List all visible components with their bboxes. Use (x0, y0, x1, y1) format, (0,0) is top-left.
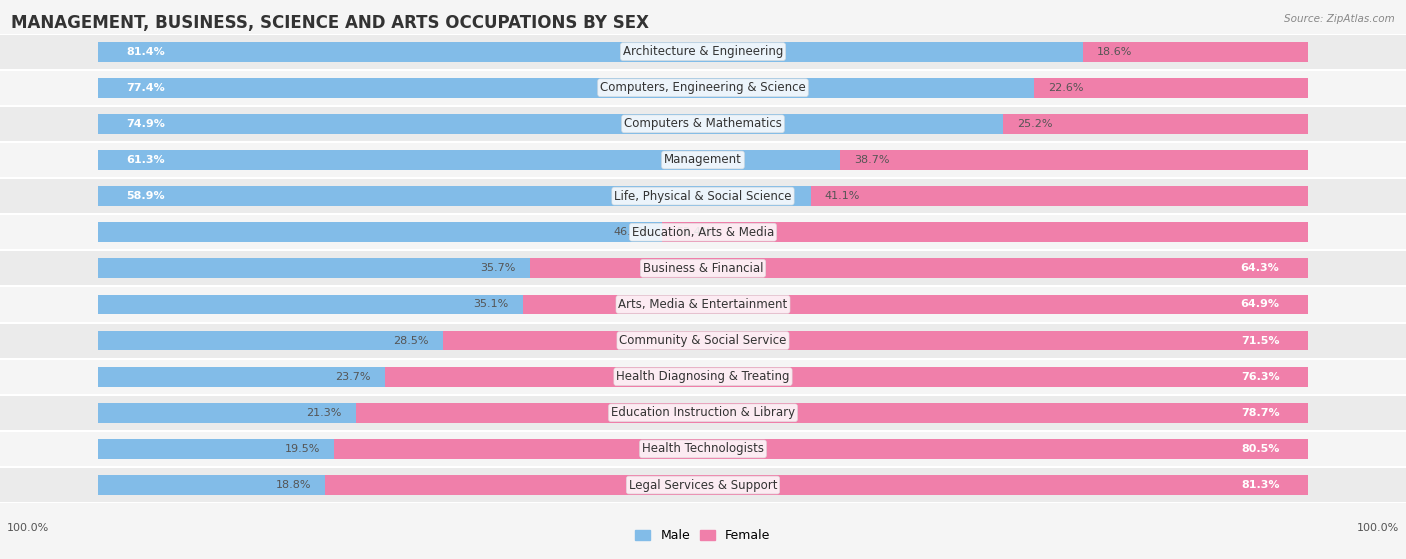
Text: 25.2%: 25.2% (1017, 119, 1053, 129)
Text: 53.4%: 53.4% (676, 227, 711, 237)
Text: 35.7%: 35.7% (481, 263, 516, 273)
Bar (0, 34, 1406, 70)
Bar (325, 475, 1308, 495)
Bar (98, 295, 523, 314)
Text: 19.5%: 19.5% (285, 444, 321, 454)
Bar (98, 403, 356, 423)
Bar (335, 439, 1308, 459)
Bar (811, 186, 1308, 206)
Bar (356, 403, 1308, 423)
Bar (0, 142, 1406, 178)
Bar (523, 295, 1308, 314)
Text: 38.7%: 38.7% (853, 155, 889, 165)
Text: 81.4%: 81.4% (127, 46, 166, 56)
Text: 61.3%: 61.3% (127, 155, 165, 165)
Text: 81.3%: 81.3% (1241, 480, 1279, 490)
Text: 80.5%: 80.5% (1241, 444, 1279, 454)
Bar (385, 367, 1308, 387)
Text: 77.4%: 77.4% (127, 83, 166, 93)
Text: 23.7%: 23.7% (336, 372, 371, 382)
Bar (98, 78, 1035, 98)
Text: 71.5%: 71.5% (1241, 335, 1279, 345)
Text: Business & Financial: Business & Financial (643, 262, 763, 275)
Bar (98, 367, 385, 387)
Bar (662, 222, 1308, 242)
Bar (0, 214, 1406, 250)
Bar (0, 323, 1406, 359)
Text: 76.3%: 76.3% (1241, 372, 1279, 382)
Bar (839, 150, 1308, 170)
Bar (98, 475, 326, 495)
Text: Life, Physical & Social Science: Life, Physical & Social Science (614, 190, 792, 202)
Text: Computers, Engineering & Science: Computers, Engineering & Science (600, 81, 806, 94)
Text: 35.1%: 35.1% (474, 300, 509, 310)
Bar (1035, 78, 1308, 98)
Text: 21.3%: 21.3% (307, 408, 342, 418)
Bar (98, 222, 664, 242)
Text: 100.0%: 100.0% (1357, 523, 1399, 533)
Text: Community & Social Service: Community & Social Service (619, 334, 787, 347)
Bar (98, 439, 335, 459)
Text: Legal Services & Support: Legal Services & Support (628, 479, 778, 491)
Text: 41.1%: 41.1% (825, 191, 860, 201)
Text: Arts, Media & Entertainment: Arts, Media & Entertainment (619, 298, 787, 311)
Bar (98, 114, 1004, 134)
Text: 18.6%: 18.6% (1097, 46, 1132, 56)
Text: 78.7%: 78.7% (1241, 408, 1279, 418)
Bar (98, 258, 530, 278)
Bar (98, 186, 811, 206)
Text: 18.8%: 18.8% (276, 480, 312, 490)
Text: Architecture & Engineering: Architecture & Engineering (623, 45, 783, 58)
Text: Education, Arts & Media: Education, Arts & Media (631, 226, 775, 239)
Text: Health Technologists: Health Technologists (643, 442, 763, 456)
Bar (530, 258, 1308, 278)
Bar (0, 395, 1406, 431)
Bar (0, 106, 1406, 142)
Bar (0, 250, 1406, 286)
Bar (0, 467, 1406, 503)
Text: 100.0%: 100.0% (7, 523, 49, 533)
Text: Computers & Mathematics: Computers & Mathematics (624, 117, 782, 130)
Text: Education Instruction & Library: Education Instruction & Library (612, 406, 794, 419)
Bar (1002, 114, 1308, 134)
Bar (443, 330, 1308, 350)
Bar (0, 178, 1406, 214)
Bar (98, 150, 839, 170)
Text: 58.9%: 58.9% (127, 191, 165, 201)
Bar (0, 359, 1406, 395)
Text: Management: Management (664, 154, 742, 167)
Text: Source: ZipAtlas.com: Source: ZipAtlas.com (1284, 14, 1395, 24)
Bar (0, 70, 1406, 106)
Bar (98, 330, 443, 350)
Bar (98, 42, 1083, 61)
Text: 22.6%: 22.6% (1049, 83, 1084, 93)
Text: 28.5%: 28.5% (394, 335, 429, 345)
Text: 46.7%: 46.7% (613, 227, 650, 237)
Text: Health Diagnosing & Treating: Health Diagnosing & Treating (616, 370, 790, 383)
Bar (1083, 42, 1308, 61)
Text: MANAGEMENT, BUSINESS, SCIENCE AND ARTS OCCUPATIONS BY SEX: MANAGEMENT, BUSINESS, SCIENCE AND ARTS O… (11, 14, 650, 32)
Text: 74.9%: 74.9% (127, 119, 166, 129)
Text: 64.9%: 64.9% (1240, 300, 1279, 310)
Bar (0, 431, 1406, 467)
Bar (0, 286, 1406, 323)
Legend: Male, Female: Male, Female (630, 524, 776, 547)
Text: 64.3%: 64.3% (1240, 263, 1279, 273)
